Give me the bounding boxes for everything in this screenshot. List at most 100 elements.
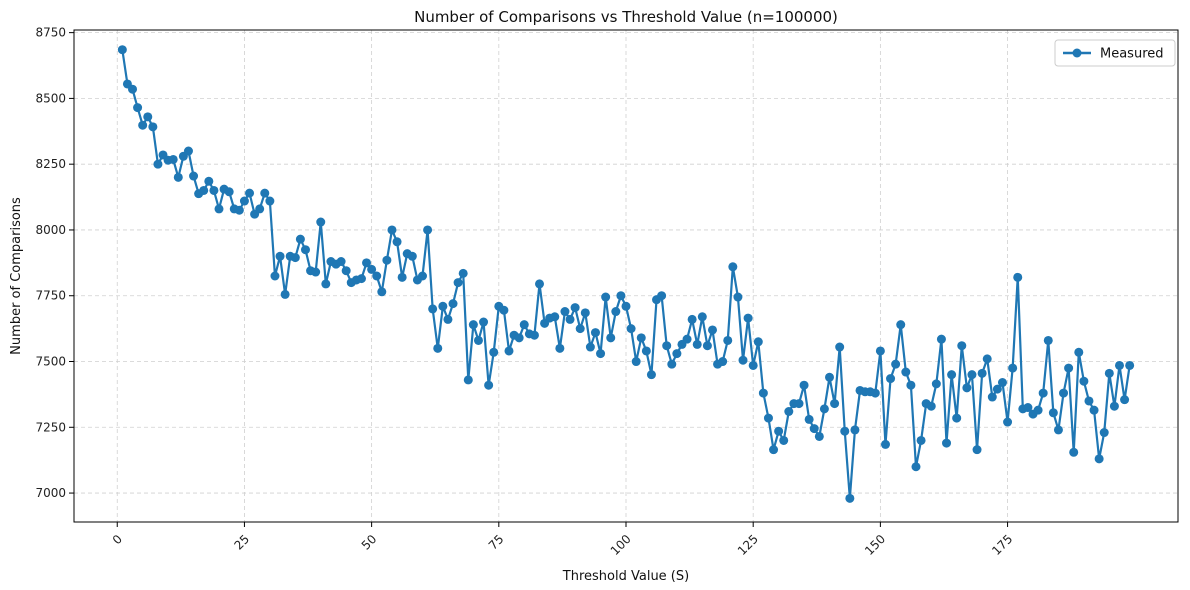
data-point xyxy=(280,289,290,299)
data-point xyxy=(300,245,310,255)
data-point xyxy=(153,159,163,169)
legend-box xyxy=(1054,39,1176,67)
x-tick-label: 75 xyxy=(486,532,507,553)
y-tick-label: 7500 xyxy=(35,355,66,369)
y-tick-label: 8000 xyxy=(35,223,66,237)
data-point xyxy=(992,384,1002,394)
data-point xyxy=(1033,405,1043,415)
data-point xyxy=(362,258,372,268)
data-point xyxy=(1094,454,1104,464)
data-point xyxy=(911,462,921,472)
data-point xyxy=(443,314,453,324)
data-point xyxy=(128,84,138,94)
data-point xyxy=(758,388,768,398)
data-point xyxy=(1089,405,1099,415)
data-point xyxy=(356,274,366,284)
data-point xyxy=(234,205,244,215)
y-tick-label: 8250 xyxy=(35,157,66,171)
data-point xyxy=(1114,360,1124,370)
data-point xyxy=(835,342,845,352)
data-point xyxy=(1053,425,1063,435)
series-measured xyxy=(117,45,1135,503)
data-point xyxy=(596,349,606,359)
data-point xyxy=(189,171,199,181)
data-point xyxy=(1125,360,1135,370)
data-point xyxy=(957,341,967,351)
data-point xyxy=(657,291,667,301)
data-point xyxy=(585,342,595,352)
data-point xyxy=(1099,428,1109,438)
data-point xyxy=(555,343,565,353)
data-point xyxy=(484,380,494,390)
data-point xyxy=(667,359,677,369)
data-point xyxy=(799,380,809,390)
data-point xyxy=(336,257,346,267)
data-point xyxy=(769,445,779,455)
x-tick-label: 150 xyxy=(862,532,888,558)
data-point xyxy=(977,368,987,378)
data-point xyxy=(448,299,458,309)
data-point xyxy=(794,399,804,409)
data-point xyxy=(453,278,463,288)
data-point xyxy=(840,426,850,436)
x-tick-label: 175 xyxy=(989,532,1015,558)
legend-label-measured: Measured xyxy=(1100,47,1164,62)
data-point xyxy=(143,112,153,122)
data-point xyxy=(621,301,631,311)
data-point xyxy=(997,378,1007,388)
data-point xyxy=(463,375,473,385)
data-point xyxy=(926,401,936,411)
data-point xyxy=(1069,447,1079,457)
data-point xyxy=(972,445,982,455)
data-point xyxy=(906,380,916,390)
data-point xyxy=(636,333,646,343)
data-point xyxy=(224,187,234,197)
data-point xyxy=(468,320,478,330)
data-point xyxy=(845,493,855,503)
data-point xyxy=(168,154,178,164)
data-point xyxy=(1084,396,1094,406)
data-point xyxy=(204,176,214,186)
data-point xyxy=(1064,363,1074,373)
data-point xyxy=(631,357,641,367)
data-point xyxy=(936,334,946,344)
data-point xyxy=(473,335,483,345)
data-point xyxy=(290,253,300,263)
x-tick-label: 125 xyxy=(735,532,761,558)
data-point xyxy=(382,255,392,265)
data-point xyxy=(850,425,860,435)
data-point xyxy=(458,268,468,278)
data-point xyxy=(626,324,636,334)
data-point xyxy=(1074,347,1084,357)
data-point xyxy=(987,392,997,402)
data-point xyxy=(255,204,265,214)
data-point xyxy=(692,339,702,349)
data-point xyxy=(916,435,926,445)
data-point xyxy=(1048,408,1058,418)
data-point xyxy=(479,317,489,327)
data-point xyxy=(514,333,524,343)
data-point xyxy=(499,305,509,315)
data-point xyxy=(423,225,433,235)
y-axis-label: Number of Comparisons xyxy=(9,197,24,355)
data-point xyxy=(886,374,896,384)
y-axis-ticks: 7000 7250 7500 7750 8000 8250 8500 8750 xyxy=(35,26,74,500)
data-point xyxy=(214,204,224,214)
data-point xyxy=(662,341,672,351)
data-point xyxy=(418,271,427,281)
x-tick-label: 0 xyxy=(110,532,125,547)
data-point xyxy=(245,188,255,198)
data-point xyxy=(138,120,148,130)
data-point xyxy=(641,346,651,356)
data-point xyxy=(611,307,621,317)
data-point xyxy=(784,407,794,416)
grid xyxy=(74,30,1178,522)
data-point xyxy=(209,185,219,195)
data-point xyxy=(367,264,377,274)
data-point xyxy=(901,367,911,377)
data-point xyxy=(397,272,407,282)
data-point xyxy=(265,196,275,206)
data-point xyxy=(601,292,611,302)
data-point xyxy=(743,313,753,323)
